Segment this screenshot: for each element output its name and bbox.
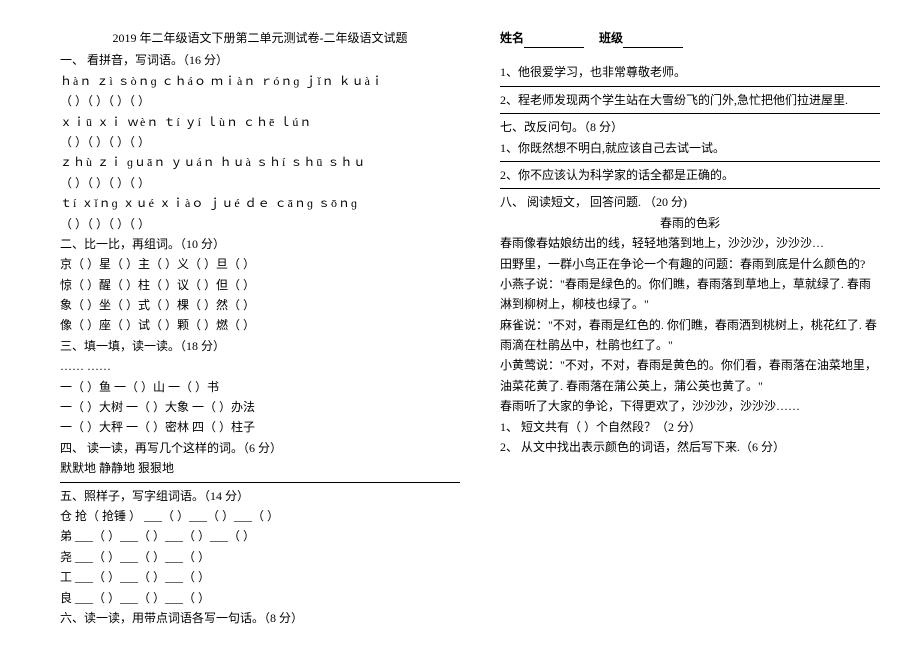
exam-title: 2019 年二年级语文下册第二单元测试卷-二年级语文试题 — [60, 28, 460, 48]
passage-p3: 小燕子说："春雨是绿色的。你们瞧，春雨落到草地上，草就绿了. 春雨淋到柳树上，柳… — [500, 274, 880, 315]
passage-p5: 小黄莺说："不对，不对，春雨是黄色的。你们看，春雨落在油菜地里，油菜花黄了. 春… — [500, 355, 880, 396]
section-6-heading: 六、读一读，用带点词语各写一句话。（8 分） — [60, 608, 460, 628]
blank-row-3: （ ）（ ）（ ）（ ） — [60, 173, 460, 193]
s4-examples: 默默地 静静地 狠狠地 — [60, 458, 460, 478]
name-blank[interactable] — [524, 34, 584, 48]
passage-p2: 田野里，一群小鸟正在争论一个有趣的问题：春雨到底是什么颜色的? — [500, 254, 880, 274]
section-7-heading: 七、改反问句。（8 分） — [500, 117, 880, 137]
s5-row-3: 尧 ___（ ）___（ ）___（ ） — [60, 547, 460, 567]
s7-q2: 2、你不应该认为科学家的话全都是正确的。 — [500, 165, 880, 185]
s5-row-1: 仓 抢（ 抢锤 ） ___（ ）___（ ）___（ ） — [60, 506, 460, 526]
s8-q2: 2、 从文中找出表示颜色的词语，然后写下来.（6 分） — [500, 437, 880, 457]
passage-title: 春雨的色彩 — [500, 213, 880, 233]
section-2-heading: 二、比一比，再组词。（10 分） — [60, 234, 460, 254]
blank-row-1: （ ）（ ）（ ）（ ） — [60, 91, 460, 111]
rule-1 — [60, 482, 460, 483]
s3-row-4: 一（ ）大秤 一（ ）密林 四（ ）柱子 — [60, 417, 460, 437]
s3-row-2: 一（ ）鱼 一（ ）山 一（ ）书 — [60, 377, 460, 397]
rule-4 — [500, 161, 880, 162]
q6-1: 1、他很爱学习，也非常尊敬老师。 — [500, 62, 880, 82]
passage-p6: 春雨听了大家的争论，下得更欢了，沙沙沙，沙沙沙…… — [500, 396, 880, 416]
blank-row-2: （ ）（ ）（ ）（ ） — [60, 132, 460, 152]
s2-row-4: 象（ ）坐（ ）式（ ）棵（ ）然（ ） — [60, 295, 460, 315]
s5-row-4: 工 ___（ ）___（ ）___（ ） — [60, 567, 460, 587]
q6-2: 2、程老师发现两个学生站在大雪纷飞的门外,急忙把他们拉进屋里. — [500, 90, 880, 110]
s3-row-3: 一（ ）大树 一（ ）大象 一（ ）办法 — [60, 397, 460, 417]
class-label: 班级 — [599, 31, 623, 45]
section-5-heading: 五、照样子，写字组词语。（14 分） — [60, 486, 460, 506]
pinyin-row-4: ｔí ｘǐｎɡ ｘｕé ｘｉàｏ ｊｕé ｄｅ ｃāｎɡ ｓōｎɡ — [60, 193, 460, 213]
section-3-heading: 三、填一填，读一读。（18 分） — [60, 336, 460, 356]
s8-q1: 1、 短文共有（ ）个自然段？（2 分） — [500, 417, 880, 437]
rule-3 — [500, 113, 880, 114]
s2-row-2: 惊（ ）醒（ ）柱（ ）议（ ）但（ ） — [60, 275, 460, 295]
section-1-heading: 一、 看拼音，写词语。（16 分） — [60, 50, 460, 70]
student-header: 姓名 班级 — [500, 28, 880, 48]
s3-row-1: …… …… — [60, 356, 460, 376]
s7-q1: 1、你既然想不明白,就应该自己去试一试。 — [500, 138, 880, 158]
s2-row-1: 京（ ）星（ ）主（ ）义（ ）旦（ ） — [60, 254, 460, 274]
blank-row-4: （ ）（ ）（ ）（ ） — [60, 214, 460, 234]
s2-row-5: 像（ ）座（ ）试（ ）颗（ ）燃（ ） — [60, 315, 460, 335]
pinyin-row-3: ｚｈù ｚｉ ɡｕāｎ ｙｕáｎ ｈｕà ｓｈí ｓｈū ｓｈｕ — [60, 152, 460, 172]
s5-row-5: 良 ___（ ）___（ ）___（ ） — [60, 588, 460, 608]
name-label: 姓名 — [500, 31, 524, 45]
rule-5 — [500, 188, 880, 189]
s5-row-2: 弟 ___（ ）___（ ）___（ ）___（ ） — [60, 526, 460, 546]
section-8-heading: 八、 阅读短文， 回答问题. （20 分) — [500, 192, 880, 212]
rule-2 — [500, 86, 880, 87]
pinyin-row-1: ｈàｎ ｚì ｓòｎɡ ｃｈáｏ ｍｉàｎ ｒóｎɡ ｊǐｎ ｋｕàｉ — [60, 71, 460, 91]
passage-p4: 麻雀说："不对，春雨是红色的. 你们瞧，春雨洒到桃树上，桃花红了. 春雨滴在杜鹃… — [500, 315, 880, 356]
pinyin-row-2: ｘｉū ｘｉ ｗèｎ ｔí ｙí ｌùｎ ｃｈē ｌúｎ — [60, 112, 460, 132]
section-4-heading: 四、 读一读，再写几个这样的词。（6 分） — [60, 438, 460, 458]
passage-p1: 春雨像春姑娘纺出的线，轻轻地落到地上，沙沙沙，沙沙沙… — [500, 233, 880, 253]
class-blank[interactable] — [623, 34, 683, 48]
